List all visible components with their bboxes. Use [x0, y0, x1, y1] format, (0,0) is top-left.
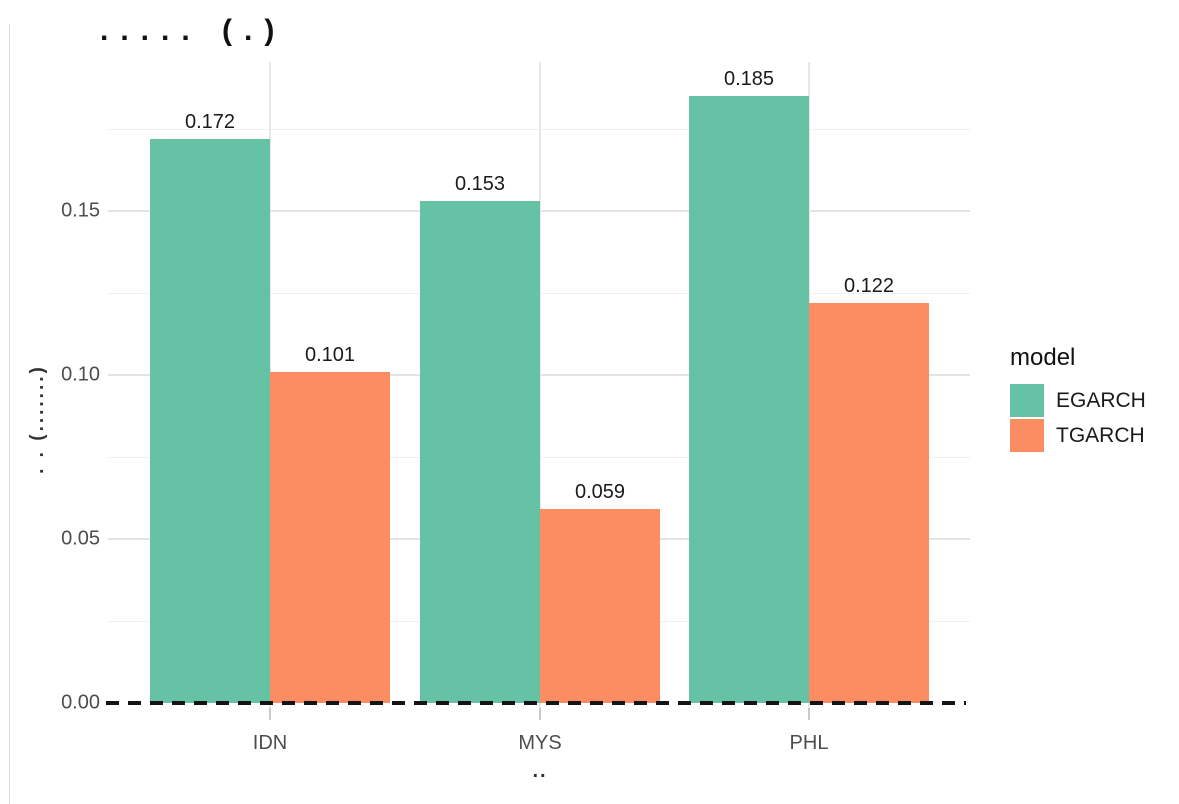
x-tick-mark-IDN — [269, 708, 271, 720]
legend-entry-TGARCH: TGARCH — [1010, 419, 1146, 452]
bar-value-label-TGARCH-IDN: 0.101 — [304, 343, 356, 366]
zero-dashed-line — [106, 701, 966, 705]
x-tick-label-MYS: MYS — [518, 732, 562, 754]
legend-swatch-EGARCH — [1010, 384, 1044, 417]
y-tick-label-0.05: 0.05 — [61, 527, 100, 550]
legend: model EGARCH TGARCH — [1010, 344, 1146, 454]
bar-TGARCH-IDN — [270, 371, 390, 703]
y-tick-label-0.00: 0.00 — [61, 691, 100, 714]
y-tick-label-0.10: 0.10 — [61, 363, 100, 386]
x-tick-mark-PHL — [808, 708, 810, 720]
legend-label-EGARCH: EGARCH — [1056, 388, 1146, 412]
bar-TGARCH-PHL — [809, 302, 929, 703]
y-tick-label-0.15: 0.15 — [61, 199, 100, 222]
x-tick-label-IDN: IDN — [252, 732, 288, 754]
bar-value-label-EGARCH-MYS: 0.153 — [454, 173, 506, 196]
bar-EGARCH-MYS — [420, 201, 540, 703]
x-tick-mark-MYS — [539, 708, 541, 720]
plot-panel: 0.172 0.153 0.185 0.101 0.059 0.122 — [106, 62, 970, 708]
bar-EGARCH-IDN — [150, 138, 270, 703]
legend-entries: EGARCH TGARCH — [1010, 384, 1146, 452]
bar-value-label-TGARCH-PHL: 0.122 — [843, 274, 895, 297]
left-edge-border — [9, 24, 10, 804]
x-tick-label-PHL: PHL — [789, 732, 829, 754]
legend-entry-EGARCH: EGARCH — [1010, 384, 1146, 417]
bar-value-label-TGARCH-MYS: 0.059 — [574, 481, 626, 504]
legend-title: model — [1010, 344, 1076, 371]
bar-EGARCH-PHL — [689, 96, 809, 703]
category-gridline — [539, 62, 541, 708]
legend-swatch-TGARCH — [1010, 419, 1044, 452]
legend-label-TGARCH: TGARCH — [1056, 423, 1145, 447]
bar-value-label-EGARCH-IDN: 0.172 — [184, 110, 236, 133]
bar-value-label-EGARCH-PHL: 0.185 — [723, 68, 775, 91]
x-axis-label: .. — [532, 760, 548, 782]
chart-title: ..... (.) — [100, 14, 287, 47]
bar-TGARCH-MYS — [540, 509, 660, 703]
